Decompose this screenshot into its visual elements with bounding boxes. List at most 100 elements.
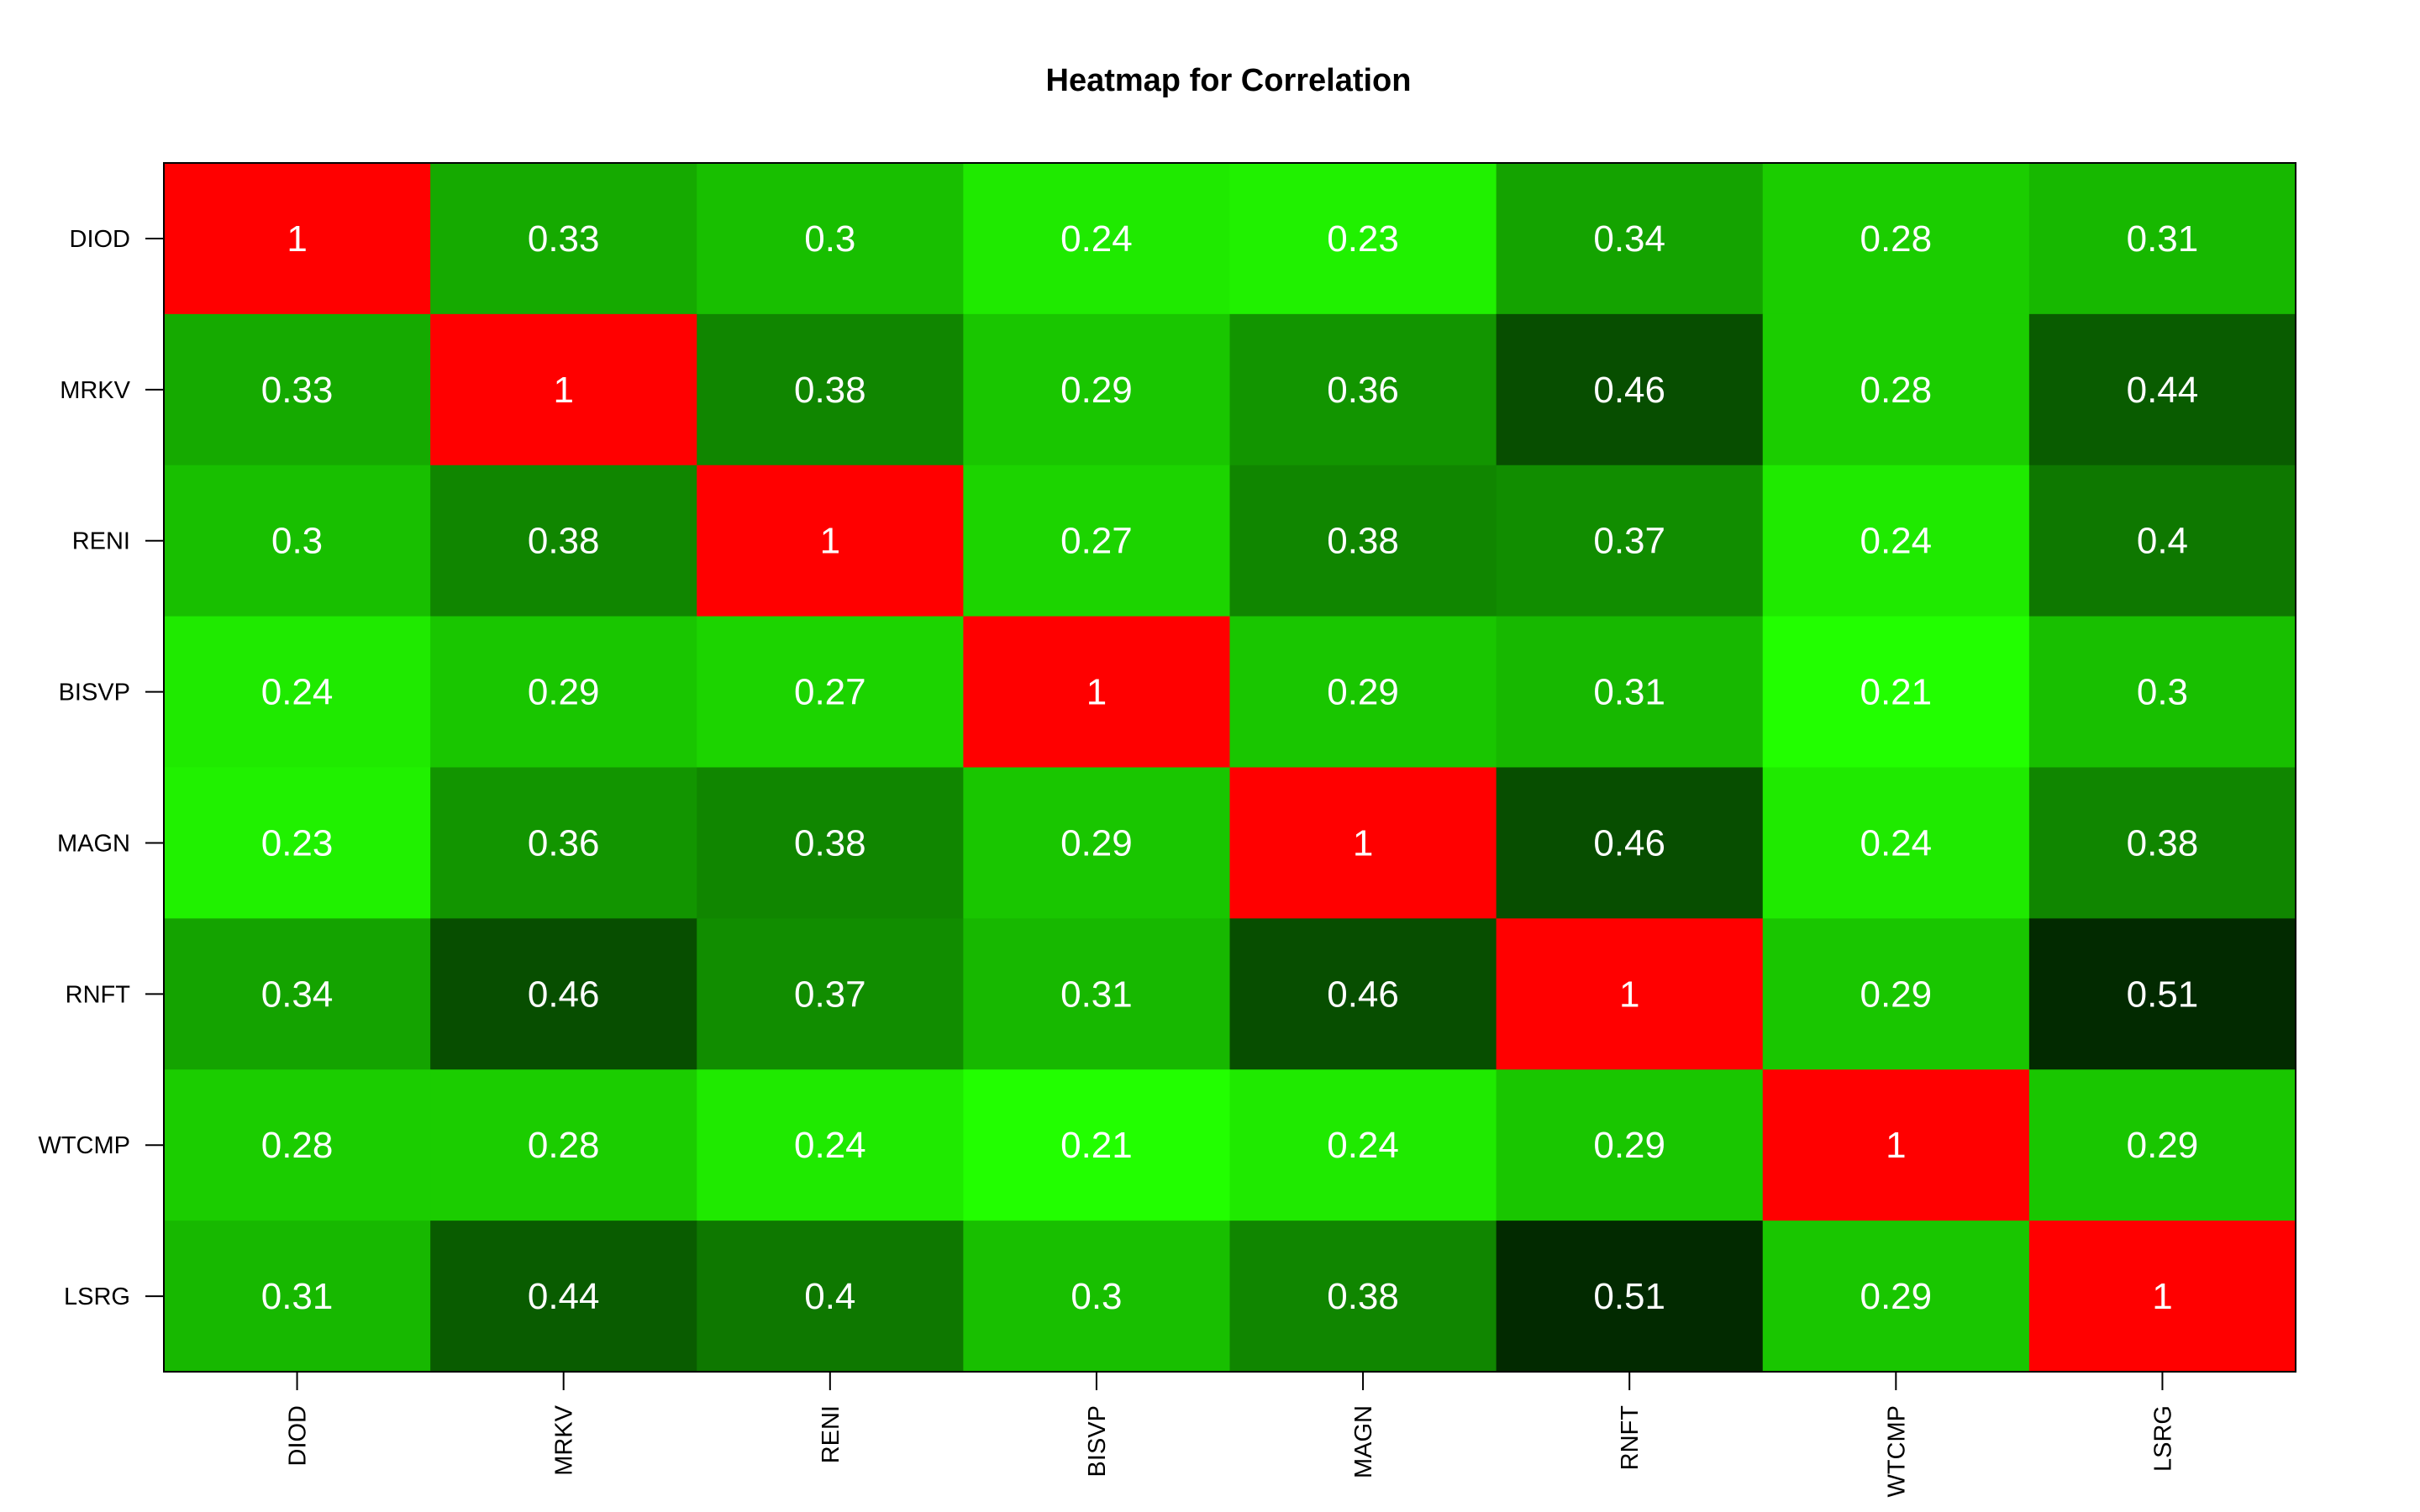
heatmap-cell-labels: 1 0.33 0.3 0.24 0.23 0.34 0.28 0.310.33 1 0.38 0.2… bbox=[261, 218, 2199, 1317]
heatmap-cell-mrkv-rnft bbox=[1496, 313, 1764, 466]
heatmap-cell-mrkv-magn bbox=[1229, 313, 1497, 466]
heatmap-cell-magn-rnft bbox=[1496, 767, 1764, 919]
cell-value-label: 0.28 bbox=[261, 1125, 334, 1166]
cell-value-label: 0.33 bbox=[528, 218, 600, 260]
heatmap-cell-rnft-diod bbox=[164, 918, 431, 1070]
y-axis: DIOD MRKV RENI BISVP MAGN RNFT WTCMP LSRG bbox=[38, 226, 164, 1310]
cell-value-label: 0.29 bbox=[1593, 1125, 1665, 1166]
y-tick-label: RENI bbox=[72, 528, 130, 555]
heatmap-cell-rnft-bisvp bbox=[963, 918, 1230, 1070]
y-tick-label: RNFT bbox=[66, 981, 131, 1008]
heatmap-cell-lsrg-reni bbox=[697, 1221, 964, 1373]
cell-value-label: 0.24 bbox=[261, 672, 334, 713]
heatmap-cell-bisvp-lsrg bbox=[2028, 616, 2296, 768]
heatmap-cell-diod-lsrg bbox=[2028, 163, 2296, 315]
heatmap-cell-mrkv-wtcmp bbox=[1762, 313, 2030, 466]
heatmap-cell-mrkv-mrkv bbox=[430, 313, 697, 466]
heatmap-cell-diod-magn bbox=[1229, 163, 1497, 315]
x-tick-label: BISVP bbox=[1084, 1405, 1111, 1477]
heatmap-cell-reni-bisvp bbox=[963, 465, 1230, 617]
cell-value-label: 0.3 bbox=[1071, 1276, 1122, 1317]
cell-value-label: 0.24 bbox=[1860, 822, 1932, 864]
cell-value-label: 0.33 bbox=[261, 370, 334, 411]
cell-value-label: 0.21 bbox=[1060, 1125, 1133, 1166]
heatmap-cell-wtcmp-mrkv bbox=[430, 1069, 697, 1221]
heatmap-cell-rnft-reni bbox=[697, 918, 964, 1070]
cell-value-label: 1 bbox=[820, 521, 840, 562]
heatmap-cell-diod-mrkv bbox=[430, 163, 697, 315]
cell-value-label: 1 bbox=[1353, 822, 1373, 864]
cell-value-label: 0.51 bbox=[2127, 974, 2199, 1015]
cell-value-label: 0.29 bbox=[1327, 672, 1399, 713]
y-tick-label: BISVP bbox=[59, 680, 130, 706]
heatmap-cell-lsrg-rnft bbox=[1496, 1221, 1764, 1373]
cell-value-label: 0.31 bbox=[1060, 974, 1133, 1015]
heatmap-cell-rnft-wtcmp bbox=[1762, 918, 2030, 1070]
heatmap-cell-bisvp-rnft bbox=[1496, 616, 1764, 768]
cell-value-label: 0.46 bbox=[528, 974, 600, 1015]
heatmap-cell-bisvp-bisvp bbox=[963, 616, 1230, 768]
heatmap-cell-bisvp-diod bbox=[164, 616, 431, 768]
cell-value-label: 0.46 bbox=[1593, 370, 1665, 411]
heatmap-cell-magn-wtcmp bbox=[1762, 767, 2030, 919]
cell-value-label: 1 bbox=[1086, 672, 1107, 713]
cell-value-label: 0.27 bbox=[794, 672, 866, 713]
heatmap-cell-diod-wtcmp bbox=[1762, 163, 2030, 315]
heatmap-cell-bisvp-magn bbox=[1229, 616, 1497, 768]
cell-value-label: 0.31 bbox=[1593, 672, 1665, 713]
heatmap-cell-reni-rnft bbox=[1496, 465, 1764, 617]
heatmap-cell-diod-rnft bbox=[1496, 163, 1764, 315]
heatmap-cell-rnft-mrkv bbox=[430, 918, 697, 1070]
heatmap-cell-mrkv-lsrg bbox=[2028, 313, 2296, 466]
cell-value-label: 0.34 bbox=[1593, 218, 1665, 260]
heatmap-cell-wtcmp-diod bbox=[164, 1069, 431, 1221]
heatmap-cell-bisvp-mrkv bbox=[430, 616, 697, 768]
heatmap-cell-lsrg-wtcmp bbox=[1762, 1221, 2030, 1373]
heatmap-cell-magn-magn bbox=[1229, 767, 1497, 919]
cell-value-label: 0.38 bbox=[1327, 521, 1399, 562]
cell-value-label: 0.37 bbox=[1593, 521, 1665, 562]
cell-value-label: 0.38 bbox=[528, 521, 600, 562]
cell-value-label: 0.3 bbox=[804, 218, 855, 260]
cell-value-label: 0.38 bbox=[1327, 1276, 1399, 1317]
heatmap-cell-magn-mrkv bbox=[430, 767, 697, 919]
x-tick-label: MAGN bbox=[1350, 1405, 1377, 1478]
cell-value-label: 0.29 bbox=[2127, 1125, 2199, 1166]
cell-value-label: 1 bbox=[287, 218, 307, 260]
cell-value-label: 0.29 bbox=[1060, 370, 1133, 411]
heatmap-cell-wtcmp-bisvp bbox=[963, 1069, 1230, 1221]
heatmap-cell-rnft-magn bbox=[1229, 918, 1497, 1070]
cell-value-label: 0.29 bbox=[1860, 1276, 1932, 1317]
y-tick-label: DIOD bbox=[70, 226, 131, 253]
cell-value-label: 0.36 bbox=[1327, 370, 1399, 411]
cell-value-label: 0.24 bbox=[1860, 521, 1932, 562]
cell-value-label: 0.23 bbox=[261, 822, 334, 864]
cell-value-label: 0.44 bbox=[528, 1276, 600, 1317]
heatmap-cells bbox=[164, 163, 2296, 1373]
heatmap-cell-mrkv-diod bbox=[164, 313, 431, 466]
heatmap-cell-magn-bisvp bbox=[963, 767, 1230, 919]
cell-value-label: 0.51 bbox=[1593, 1276, 1665, 1317]
cell-value-label: 0.36 bbox=[528, 822, 600, 864]
heatmap-cell-wtcmp-rnft bbox=[1496, 1069, 1764, 1221]
heatmap-cell-lsrg-mrkv bbox=[430, 1221, 697, 1373]
cell-value-label: 1 bbox=[1619, 974, 1639, 1015]
y-tick-label: MRKV bbox=[60, 377, 130, 404]
heatmap-cell-diod-diod bbox=[164, 163, 431, 315]
cell-value-label: 0.3 bbox=[271, 521, 323, 562]
heatmap-cell-lsrg-lsrg bbox=[2028, 1221, 2296, 1373]
x-axis: DIOD MRKV RENI BISVP MAGN RNFT WTCMP LSRG bbox=[285, 1372, 2176, 1498]
heatmap-cell-lsrg-diod bbox=[164, 1221, 431, 1373]
heatmap-cell-wtcmp-magn bbox=[1229, 1069, 1497, 1221]
cell-value-label: 0.21 bbox=[1860, 672, 1932, 713]
heatmap-cell-diod-reni bbox=[697, 163, 964, 315]
cell-value-label: 0.24 bbox=[794, 1125, 866, 1166]
cell-value-label: 0.46 bbox=[1327, 974, 1399, 1015]
heatmap-cell-diod-bisvp bbox=[963, 163, 1230, 315]
heatmap-cell-rnft-rnft bbox=[1496, 918, 1764, 1070]
heatmap-cell-magn-diod bbox=[164, 767, 431, 919]
heatmap-cell-reni-wtcmp bbox=[1762, 465, 2030, 617]
cell-value-label: 0.27 bbox=[1060, 521, 1133, 562]
cell-value-label: 0.24 bbox=[1327, 1125, 1399, 1166]
